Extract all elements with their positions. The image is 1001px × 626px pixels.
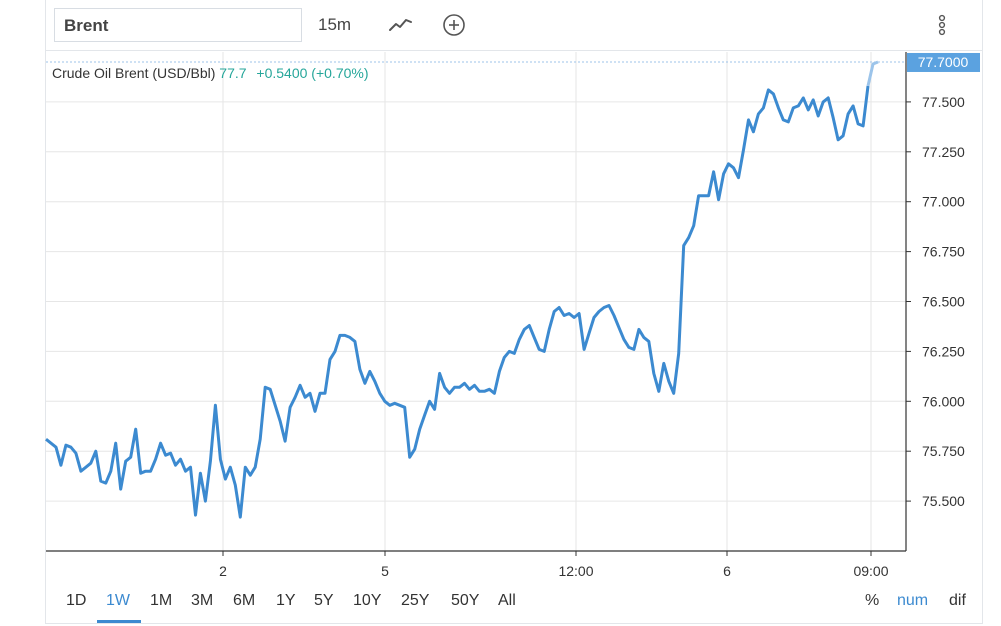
y-tick-label: 76.500 <box>922 294 965 310</box>
y-tick-label: 76.250 <box>922 343 965 359</box>
toolbar: Brent 15m <box>46 0 982 51</box>
range-button-all[interactable]: All <box>498 592 516 609</box>
line-chart-icon[interactable] <box>388 13 414 37</box>
range-button-1m[interactable]: 1M <box>150 592 173 609</box>
range-button-5y[interactable]: 5Y <box>314 592 334 609</box>
legend-name: Crude Oil Brent (USD/Bbl) <box>52 65 216 81</box>
symbol-label: Brent <box>64 16 109 35</box>
price-label-box <box>907 52 980 72</box>
range-button-1w[interactable]: 1W <box>106 592 130 609</box>
range-button-6m[interactable]: 6M <box>233 592 256 609</box>
y-tick-label: 76.000 <box>922 393 965 409</box>
y-tick-label: 77.250 <box>922 144 965 160</box>
symbol-input[interactable]: Brent <box>54 8 302 42</box>
chart-frame <box>45 0 983 624</box>
chart-legend: Crude Oil Brent (USD/Bbl) 77.7 +0.5400 (… <box>52 65 369 81</box>
range-button-1y[interactable]: 1Y <box>276 592 296 609</box>
y-tick-label: 77.000 <box>922 194 965 210</box>
series-line-tail <box>866 60 879 87</box>
legend-last: 77.7 <box>219 65 247 81</box>
series-line <box>45 85 870 519</box>
plus-circle-icon[interactable] <box>441 13 467 37</box>
x-tick-label: 2 <box>219 563 227 579</box>
mode-button-percent[interactable]: % <box>865 592 880 609</box>
y-tick-label: 76.750 <box>922 244 965 260</box>
x-tick-label: 5 <box>381 563 389 579</box>
range-button-10y[interactable]: 10Y <box>353 592 382 609</box>
legend-change: +0.5400 (+0.70%) <box>256 65 369 81</box>
range-button-1d[interactable]: 1D <box>66 592 87 609</box>
mode-button-num[interactable]: num <box>897 592 929 609</box>
x-tick-label: 09:00 <box>853 563 888 579</box>
range-button-50y[interactable]: 50Y <box>451 592 480 609</box>
y-tick-label: 75.750 <box>922 443 965 459</box>
x-tick-label: 6 <box>723 563 731 579</box>
range-button-25y[interactable]: 25Y <box>401 592 430 609</box>
price-label-text: 77.7000 <box>918 54 969 70</box>
x-tick-label: 12:00 <box>558 563 593 579</box>
range-button-3m[interactable]: 3M <box>191 592 214 609</box>
y-tick-label: 77.500 <box>922 94 965 110</box>
interval-selector[interactable]: 15m <box>318 15 352 34</box>
active-range-underline <box>97 620 141 623</box>
mode-button-dif[interactable]: dif <box>949 592 966 609</box>
y-tick-label: 75.500 <box>922 493 965 509</box>
vertical-ellipsis-icon[interactable] <box>937 13 947 37</box>
